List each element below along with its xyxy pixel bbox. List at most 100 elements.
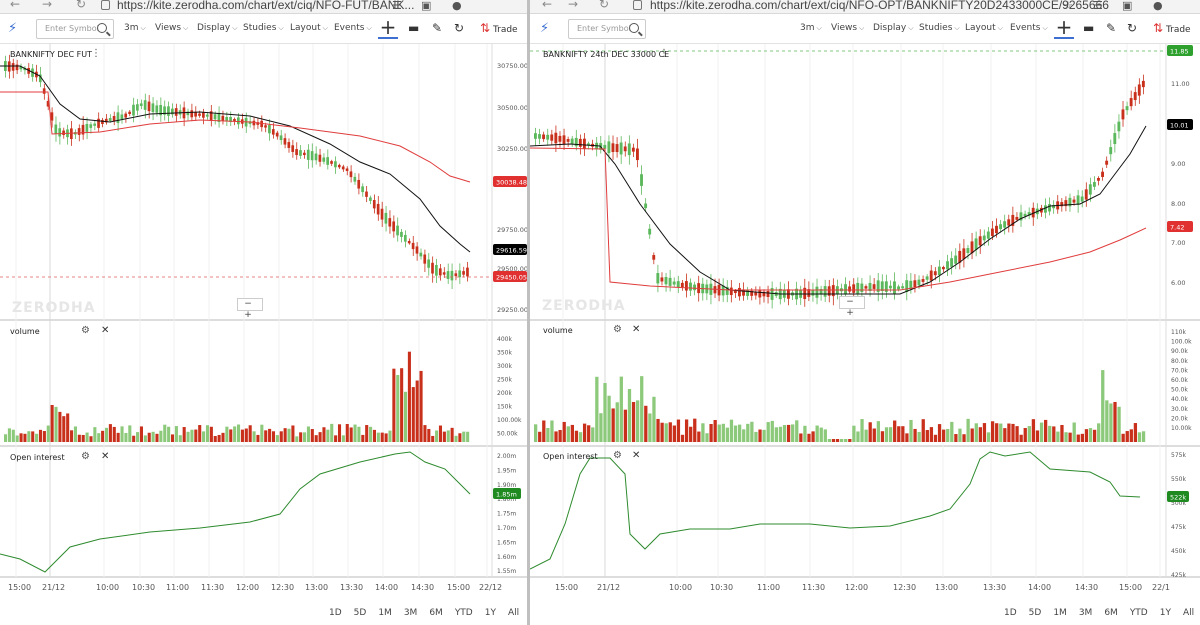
range-1y[interactable]: 1Y — [1159, 608, 1171, 618]
oi-badge — [1167, 491, 1189, 502]
volume-bar — [558, 429, 562, 442]
zoom-buttons[interactable]: − + — [237, 298, 263, 320]
time-axis-label: 11:00 — [757, 583, 780, 592]
volume-bar — [717, 424, 721, 442]
range-all[interactable]: All — [1182, 608, 1195, 618]
volume-bar — [856, 431, 860, 442]
profile-icon[interactable]: ● — [452, 0, 462, 12]
symbol-search-input[interactable]: Enter Symbol — [36, 19, 114, 39]
volume-gear-icon[interactable]: ⚙ — [613, 324, 622, 335]
volume-close-icon[interactable]: ✕ — [101, 325, 110, 336]
oi-gear-icon[interactable]: ⚙ — [81, 451, 90, 462]
menu-display[interactable]: Display ⌵ — [873, 23, 914, 33]
symbol-menu-icon[interactable]: ⋮ — [91, 48, 101, 59]
range-6m[interactable]: 6M — [429, 608, 443, 618]
undo-icon[interactable]: ↻ — [454, 21, 465, 35]
volume-bar — [937, 424, 942, 442]
menu-views[interactable]: Views ⌵ — [155, 23, 189, 33]
volume-bar — [174, 426, 178, 442]
browser-url-bar[interactable]: ← → ↻ https://kite.zerodha.com/chart/ext… — [0, 0, 527, 14]
range-5d[interactable]: 5D — [1028, 608, 1042, 618]
url-text[interactable]: https://kite.zerodha.com/chart/ext/ciq/N… — [117, 0, 415, 12]
volume-bar — [1011, 423, 1015, 442]
menu-views[interactable]: Views ⌵ — [831, 23, 865, 33]
volume-bar — [803, 425, 807, 442]
menu-interval[interactable]: 3m ⌵ — [124, 23, 146, 33]
volume-bar — [782, 425, 787, 442]
back-icon[interactable]: ← — [10, 0, 21, 11]
candle-body — [750, 290, 754, 296]
range-1y[interactable]: 1Y — [484, 608, 496, 618]
right-chart-canvas[interactable]: 11.00 9.00 8.00 7.00 6.00 11.85 10.01 7.42 110k 1… — [530, 44, 1200, 625]
time-axis-label: 11:30 — [201, 583, 224, 592]
menu-events[interactable]: Events ⌵ — [1010, 23, 1048, 33]
reading-list-icon[interactable]: ☰ — [392, 0, 402, 12]
volume-bar — [1015, 426, 1019, 442]
range-3m[interactable]: 3M — [1078, 608, 1093, 618]
range-ytd[interactable]: YTD — [1129, 608, 1148, 618]
trade-button[interactable]: ⇅ Trade — [480, 21, 518, 35]
volume-bar — [587, 425, 591, 442]
profile-icon[interactable]: ● — [1153, 0, 1163, 12]
menu-studies[interactable]: Studies ⌵ — [919, 23, 960, 33]
trade-button[interactable]: ⇅ Trade — [1153, 21, 1191, 35]
volume-bar — [70, 430, 74, 442]
refresh-icon[interactable]: ↻ — [76, 0, 87, 11]
collections-icon[interactable]: ▣ — [1122, 0, 1133, 12]
volume-bar — [380, 432, 384, 442]
range-3m[interactable]: 3M — [403, 608, 418, 618]
forward-icon[interactable]: → — [42, 0, 53, 11]
symbol-search-input[interactable]: Enter Symbol — [568, 19, 646, 39]
draw-pencil-icon[interactable]: ✎ — [432, 21, 443, 35]
menu-studies[interactable]: Studies ⌵ — [243, 23, 284, 33]
menu-layout[interactable]: Layout ⌵ — [965, 23, 1003, 33]
oi-close-icon[interactable]: ✕ — [101, 451, 110, 462]
volume-bar — [1125, 431, 1129, 442]
favorite-icon[interactable]: ☆ — [1063, 0, 1073, 12]
browser-url-bar[interactable]: ← → ↻ https://kite.zerodha.com/chart/ext… — [530, 0, 1200, 14]
url-text[interactable]: https://kite.zerodha.com/chart/ext/ciq/N… — [650, 0, 1109, 12]
volume-close-icon[interactable]: ✕ — [632, 324, 641, 335]
oi-close-icon[interactable]: ✕ — [632, 450, 641, 461]
symbol-menu-icon[interactable]: ⋮ — [659, 48, 669, 59]
draw-pencil-icon[interactable]: ✎ — [1106, 21, 1117, 35]
undo-icon[interactable]: ↻ — [1127, 21, 1138, 35]
bolt-icon[interactable]: ⚡ — [540, 21, 550, 36]
menu-layout[interactable]: Layout ⌵ — [290, 23, 328, 33]
menu-interval[interactable]: 3m ⌵ — [800, 23, 822, 33]
range-1d[interactable]: 1D — [1004, 608, 1017, 618]
volume-gear-icon[interactable]: ⚙ — [81, 325, 90, 336]
range-all[interactable]: All — [507, 608, 520, 618]
crosshair-icon[interactable]: + — [1054, 15, 1074, 39]
range-1d[interactable]: 1D — [329, 608, 342, 618]
range-1m[interactable]: 1M — [1053, 608, 1067, 618]
collections-icon[interactable]: ▣ — [421, 0, 432, 12]
volume-bar — [314, 435, 318, 442]
refresh-icon[interactable]: ↻ — [599, 0, 610, 11]
volume-bar — [840, 439, 844, 442]
reading-list-icon[interactable]: ☰ — [1093, 0, 1103, 12]
volume-bar — [322, 427, 326, 442]
oi-gear-icon[interactable]: ⚙ — [613, 450, 622, 461]
candle-body — [921, 279, 925, 282]
menu-events[interactable]: Events ⌵ — [334, 23, 372, 33]
range-6m[interactable]: 6M — [1104, 608, 1118, 618]
range-5d[interactable]: 5D — [353, 608, 367, 618]
crosshair-icon[interactable]: + — [378, 15, 398, 39]
forward-icon[interactable]: → — [568, 0, 579, 11]
menu-display[interactable]: Display ⌵ — [197, 23, 238, 33]
bolt-icon[interactable]: ⚡ — [8, 21, 18, 36]
zoom-buttons[interactable]: − + — [839, 296, 865, 318]
volume-bar — [388, 430, 392, 442]
volume-bar — [454, 435, 458, 442]
back-icon[interactable]: ← — [542, 0, 553, 11]
comment-icon[interactable]: ▬ — [1083, 21, 1095, 35]
oi-badge-text: 1.85m — [496, 491, 517, 499]
volume-bar — [205, 425, 210, 442]
volume-bar — [693, 418, 697, 442]
comment-icon[interactable]: ▬ — [408, 21, 420, 35]
range-ytd[interactable]: YTD — [454, 608, 473, 618]
range-1m[interactable]: 1M — [378, 608, 392, 618]
volume-bar — [1027, 426, 1031, 442]
left-chart-canvas[interactable]: 30750.00 30500.00 30250.00 29750.00 29500.00… — [0, 44, 527, 625]
